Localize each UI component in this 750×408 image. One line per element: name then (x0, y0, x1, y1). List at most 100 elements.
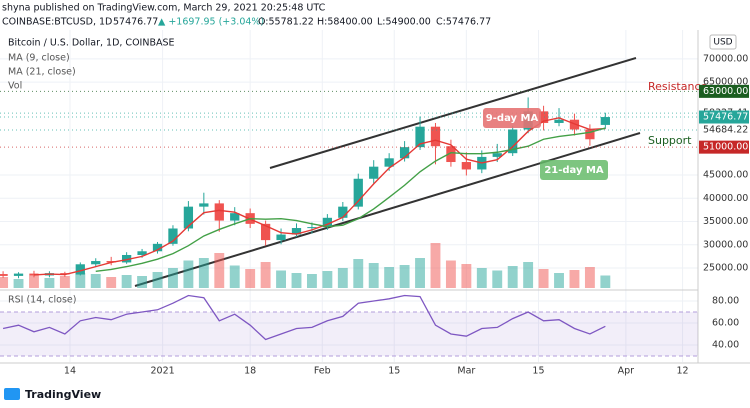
y-tick-label: 80.00 (712, 296, 739, 307)
high: H:58400.00 (317, 17, 373, 28)
volume-bar (245, 269, 256, 288)
volume-bar (569, 270, 580, 288)
grid (0, 30, 698, 362)
candle-body (600, 117, 610, 125)
y-tick-label: 40000.00 (703, 193, 748, 204)
symbol: COINBASE:BTCUSD, 1D (2, 17, 112, 28)
volume-bar (445, 260, 456, 288)
x-tick-label: 12 (677, 366, 689, 377)
close: C:57476.77 (436, 17, 491, 28)
price-label-box (699, 123, 749, 137)
volume-bar (291, 273, 302, 288)
candle-body (508, 129, 518, 154)
candle-body (183, 206, 194, 229)
volume-bar (90, 274, 101, 288)
volume-bar (384, 267, 395, 288)
y-tick-label: 65000.00 (703, 77, 748, 88)
x-tick-label: Mar (457, 366, 475, 377)
x-tick-label: 18 (244, 366, 256, 377)
candle-body (230, 213, 240, 221)
x-tick-label: 2021 (151, 366, 175, 377)
candle-body (307, 227, 317, 229)
ma-line (33, 117, 606, 276)
volume-bar (353, 259, 364, 288)
ma-line (95, 127, 606, 272)
volume-bar (168, 268, 178, 288)
volume-bar (137, 276, 148, 288)
volume-bar (337, 268, 348, 288)
price-label: 57476.77 (703, 112, 748, 123)
volume-bar (461, 264, 472, 288)
candle-body (430, 126, 441, 147)
volume-bar (538, 269, 549, 288)
volume-bar (430, 243, 441, 288)
volume-bar (600, 275, 611, 288)
annotation: Support (648, 134, 692, 147)
volume-bar (183, 260, 194, 288)
candle-body (415, 126, 425, 148)
candle-body (137, 251, 147, 255)
annotation: 9-day MA (486, 113, 539, 124)
volume-bar (229, 265, 240, 288)
price-label: 51000.00 (703, 142, 748, 153)
volume-bar (276, 270, 286, 288)
price-axis: 14 2021 18 Feb 15 Mar 15 Apr 12 25000.00 30000.00 3… (64, 53, 749, 377)
volume-bar (554, 273, 564, 288)
currency-box (709, 34, 737, 50)
candle-body (353, 178, 363, 207)
publisher-line: shyna published on TradingView.com, Marc… (2, 3, 326, 14)
footer-logo: TradingView (25, 388, 101, 401)
candle-body (461, 162, 471, 170)
volume-bar (415, 258, 425, 288)
volume-bar (476, 268, 487, 288)
legend-entry: RSI (14, close) (8, 295, 76, 306)
y-tick-label: 45000.00 (703, 170, 748, 181)
volume-bar (507, 266, 518, 288)
volume-bar (399, 265, 410, 288)
candle-body (492, 153, 502, 157)
candle-body (446, 146, 456, 163)
price-label-box (699, 84, 749, 98)
volume-bar (260, 262, 271, 288)
volume-bar (29, 275, 39, 288)
x-tick-label: Apr (618, 366, 635, 377)
candle-body (338, 206, 348, 218)
x-tick-label: 14 (64, 366, 76, 377)
candle-body (276, 234, 286, 241)
candle-body (322, 217, 333, 228)
candle-body (214, 203, 224, 221)
y-tick-label: 40.00 (712, 339, 739, 350)
legend-entry: MA (9, close) (8, 53, 70, 64)
candle-body (75, 264, 85, 275)
plot (0, 90, 698, 357)
currency: USD (713, 38, 732, 48)
y-tick-label: 30000.00 (703, 239, 748, 250)
volume-bar (13, 279, 24, 288)
volume-bar (214, 253, 225, 288)
logo-icon (4, 388, 20, 400)
candle-body (554, 119, 564, 123)
volume-bar (59, 276, 70, 288)
price-label-box (699, 140, 749, 154)
legend-entry: MA (21, close) (8, 67, 76, 78)
candle-body (91, 261, 101, 265)
volume-bar (523, 262, 534, 288)
price-label-box (699, 110, 749, 124)
y-tick-label: 70000.00 (703, 53, 748, 64)
x-tick-label: 15 (388, 366, 400, 377)
y-tick-label: 25000.00 (703, 263, 748, 274)
candle-body (384, 158, 394, 167)
volume-bar (106, 277, 117, 288)
volume-bar (492, 270, 503, 288)
annotation-box (540, 160, 608, 180)
candle-body (585, 129, 595, 140)
candle-body (168, 228, 178, 244)
volume-bar (306, 274, 317, 288)
annotation: Resistance (648, 80, 708, 93)
candle-body (291, 228, 302, 235)
candle-body (199, 203, 209, 207)
rsi-line (2, 294, 606, 341)
annotation-box (483, 108, 541, 128)
y-tick-label: 35000.00 (703, 216, 748, 227)
